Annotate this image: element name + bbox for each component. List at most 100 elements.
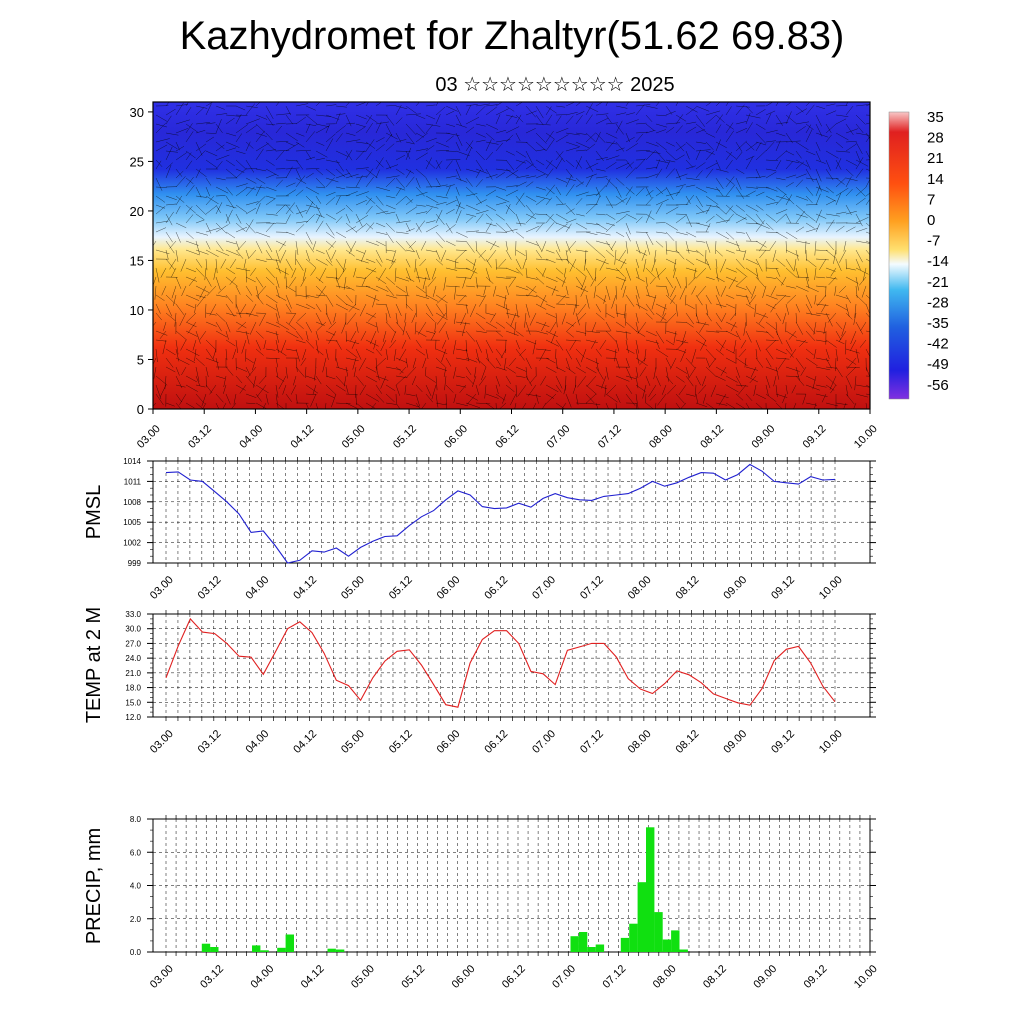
- y-tick-label: 5: [137, 352, 144, 367]
- x-tick-label: 05.12: [391, 423, 419, 451]
- x-tick-label: 06.12: [493, 423, 521, 451]
- y-tick-label: 4.0: [130, 882, 142, 891]
- y-tick-label: 20: [130, 204, 144, 219]
- page-title: Kazhydromet for Zhaltyr(51.62 69.83): [179, 14, 845, 58]
- y-tick-label: 12.0: [125, 713, 141, 722]
- x-tick-label: 05.00: [349, 963, 377, 991]
- x-tick-label: 06.12: [482, 574, 510, 602]
- y-tick-label: 27.0: [125, 639, 141, 648]
- x-tick-label: 06.00: [442, 423, 470, 451]
- precip-bar: [260, 950, 269, 952]
- temp-frame: [152, 613, 871, 718]
- x-tick-label: 05.00: [339, 574, 367, 602]
- pmsl-frame: [152, 460, 871, 564]
- precip-bar: [595, 944, 605, 952]
- colorbar-label: -56: [927, 377, 949, 394]
- x-tick-label: 06.12: [482, 728, 510, 756]
- x-tick-label: 05.12: [387, 728, 415, 756]
- x-tick-label: 05.00: [339, 728, 367, 756]
- precip-bar: [285, 934, 294, 952]
- x-tick-label: 03.12: [196, 574, 224, 602]
- x-tick-label: 08.12: [701, 963, 729, 991]
- x-tick-label: 09.12: [801, 423, 829, 451]
- x-tick-label: 07.12: [596, 423, 624, 451]
- colorbar-label: -14: [927, 253, 949, 270]
- colorbar-label: 7: [927, 191, 935, 208]
- x-tick-label: 09.12: [769, 574, 797, 602]
- colorbar-label: 28: [927, 130, 944, 147]
- y-tick-label: 1002: [123, 539, 141, 548]
- y-tick-label: 8.0: [130, 815, 142, 824]
- colorbar-scale: [888, 111, 910, 400]
- y-tick-label: 10: [130, 303, 144, 318]
- precip-bar: [662, 939, 672, 952]
- y-tick-label: 1005: [123, 518, 141, 527]
- x-tick-label: 07.00: [550, 963, 578, 991]
- colorbar-label: 21: [927, 150, 944, 167]
- y-tick-label: 25: [130, 154, 144, 169]
- precip-bar: [654, 912, 663, 952]
- x-tick-label: 10.00: [817, 574, 845, 602]
- x-tick-label: 09.00: [751, 963, 779, 991]
- precip-bar: [335, 949, 345, 952]
- colorbar-label: -42: [927, 336, 949, 353]
- x-tick-label: 03.00: [148, 963, 176, 991]
- colorbar-label: -49: [927, 356, 949, 373]
- x-tick-label: 05.12: [387, 574, 415, 602]
- colorbar-label: -7: [927, 233, 940, 250]
- colorbar-label: 0: [927, 212, 935, 229]
- x-tick-label: 09.00: [721, 728, 749, 756]
- x-tick-label: 06.00: [450, 963, 478, 991]
- precip-bar: [620, 937, 630, 952]
- x-tick-label: 06.00: [435, 728, 463, 756]
- y-tick-label: 1008: [123, 498, 141, 507]
- y-tick-label: 30: [130, 105, 144, 120]
- x-tick-label: 07.00: [530, 728, 558, 756]
- x-tick-label: 07.12: [600, 963, 628, 991]
- y-tick-label: 1011: [124, 477, 142, 486]
- y-tick-label: 24.0: [125, 654, 141, 663]
- y-tick-label: 18.0: [125, 684, 141, 693]
- x-tick-label: 07.12: [578, 574, 606, 602]
- temp-series-line: [165, 617, 836, 708]
- x-tick-label: 07.12: [578, 728, 606, 756]
- y-tick-label: 1014: [123, 457, 141, 466]
- x-tick-label: 04.12: [291, 574, 319, 602]
- precip-bar: [637, 882, 646, 952]
- y-tick-label: 0.0: [130, 948, 142, 957]
- y-tick-label: 33.0: [125, 610, 141, 619]
- x-tick-label: 04.12: [289, 423, 317, 451]
- colorbar-label: 14: [927, 171, 944, 188]
- x-tick-label: 10.00: [852, 963, 880, 991]
- precip-bar: [578, 932, 588, 952]
- x-tick-label: 08.00: [626, 574, 654, 602]
- x-tick-label: 08.12: [674, 574, 702, 602]
- precip-bar: [646, 827, 655, 952]
- x-tick-label: 03.00: [135, 423, 163, 451]
- x-tick-label: 03.00: [148, 574, 176, 602]
- page-subtitle: 03 ☆☆☆☆☆☆☆☆☆ 2025: [435, 74, 675, 96]
- x-tick-label: 04.12: [291, 728, 319, 756]
- y-tick-label: 2.0: [130, 915, 142, 924]
- precip-frame: [152, 818, 871, 953]
- colorbar-label: -21: [927, 274, 949, 291]
- precip-bar: [587, 947, 596, 952]
- cross-section-field: [153, 102, 870, 409]
- x-tick-label: 08.00: [647, 423, 675, 451]
- x-tick-label: 07.00: [545, 423, 573, 451]
- x-tick-label: 07.00: [530, 574, 558, 602]
- y-tick-label: 15.0: [125, 698, 141, 707]
- x-tick-label: 09.00: [721, 574, 749, 602]
- x-tick-label: 09.00: [749, 423, 777, 451]
- y-tick-label: 21.0: [125, 669, 141, 678]
- x-tick-label: 03.00: [148, 728, 176, 756]
- pmsl-series-line: [165, 463, 836, 564]
- precip-bar: [201, 943, 211, 952]
- x-tick-label: 05.00: [340, 423, 368, 451]
- x-tick-label: 09.12: [802, 963, 830, 991]
- colorbar: 35 28 21 14 7 0 -7 -14 -21 -28 -35 -42 -49 -56: [888, 109, 949, 400]
- x-tick-label: 04.00: [243, 574, 271, 602]
- x-tick-label: 08.12: [674, 728, 702, 756]
- colorbar-label: -28: [927, 294, 949, 311]
- pmsl-ylabel: PMSL: [83, 485, 105, 539]
